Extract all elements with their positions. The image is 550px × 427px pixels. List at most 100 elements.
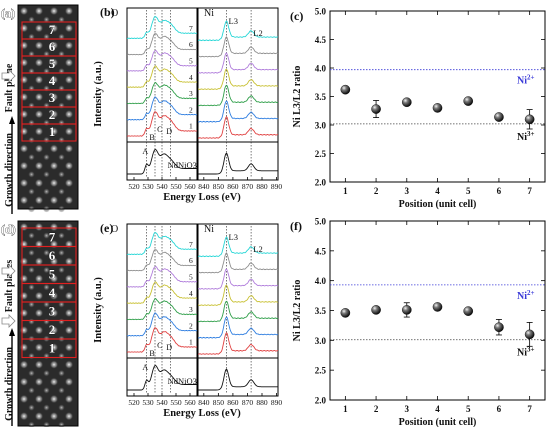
atom-column [27, 16, 36, 24]
atom-column [42, 16, 51, 24]
data-point [401, 97, 412, 107]
peak-label-c: C [157, 125, 162, 134]
o-tick-label: 560 [184, 398, 196, 407]
atom-column [49, 411, 59, 421]
atom-column [27, 300, 36, 308]
atom-column [49, 308, 59, 318]
ni-tick-label: 850 [213, 398, 225, 407]
atom-column [42, 136, 51, 144]
atom-column [19, 109, 29, 119]
atom-column [49, 75, 59, 85]
ni-edge-trace [197, 316, 279, 339]
atom-column [49, 126, 59, 136]
intensity-axis-label: Intensity (a.u.) [93, 277, 104, 343]
atom-column [27, 136, 36, 144]
atom-column [49, 360, 59, 369]
panel-label-a: (a) [1, 6, 15, 20]
atom-column [19, 394, 29, 404]
o-edge-trace [126, 327, 198, 353]
atom-column [57, 318, 66, 326]
atom-column [57, 16, 66, 24]
atom-column [34, 291, 44, 301]
atom-column [34, 411, 44, 421]
unit-cell-number: 1 [49, 340, 56, 355]
stem-image-panel-a: (a) 7 6 5 4 3 2 1 Fault plane Growth direction [1, 4, 79, 214]
ni-edge-trace [197, 268, 279, 290]
ni-tick-label: 870 [242, 398, 254, 407]
atom-column [19, 144, 29, 154]
atom-column [49, 343, 59, 352]
trace-number: 3 [189, 89, 193, 98]
atom-column [49, 274, 59, 283]
o-tick-label: 560 [184, 182, 196, 191]
atom-column [42, 232, 51, 240]
atom-column [27, 188, 36, 196]
trace-number: 1 [189, 122, 193, 131]
fault-plane-label: Fault plane [4, 63, 15, 112]
ni-tick-label: 840 [198, 398, 210, 407]
atom-column [19, 161, 29, 171]
ni-edge-title: Ni [204, 224, 214, 235]
ratio-chart-c: (c) Ni2+ Ni3+ 2.0 2.5 3.0 3.5 4.0 4.5 5.0 1 2 3 4 5 6 7 N… [290, 7, 546, 210]
atom-column [27, 352, 36, 360]
atom-column [49, 6, 59, 16]
unit-cell-number: 5 [49, 266, 56, 281]
atom-column [19, 411, 29, 421]
data-point [463, 306, 474, 316]
atom-column [42, 300, 51, 308]
atom-column [19, 222, 29, 232]
unit-cell-number: 4 [49, 285, 56, 300]
y-tick-label: 4.0 [315, 276, 327, 286]
atom-column [64, 411, 74, 421]
atom-column [42, 170, 51, 178]
ni-l3-label: L3 [229, 232, 238, 242]
ni-edge-trace [197, 332, 279, 355]
stem-image-frame [17, 220, 79, 427]
panel-label: (b) [100, 5, 115, 19]
o-tick-label: 530 [142, 182, 154, 191]
x-tick-label: 3 [405, 186, 410, 196]
atom-column [34, 178, 44, 188]
atom-column [49, 144, 59, 154]
ni-edge-trace [197, 52, 279, 74]
atom-column [19, 291, 29, 301]
atom-column [49, 92, 59, 102]
atom-column [49, 161, 59, 171]
x-axis-label: Position (unit cell) [399, 199, 477, 210]
atom-column [42, 318, 51, 326]
atom-column [19, 58, 29, 67]
atom-column [19, 325, 29, 335]
atom-column [19, 6, 29, 16]
x-tick-label: 2 [374, 186, 379, 196]
y-axis-label: Ni L3/L2 ratio [292, 280, 303, 342]
o-tick-label: 540 [156, 398, 168, 407]
y-tick-label: 4.5 [315, 35, 327, 45]
trace-number: 4 [189, 73, 193, 82]
ni-tick-label: 840 [198, 182, 210, 191]
panel-label: (c) [290, 9, 303, 23]
atom-column [64, 23, 74, 33]
ni3-label: Ni3+ [517, 130, 535, 143]
peak-label-b: B [149, 133, 154, 142]
reference-label: NdNiO3 [168, 160, 197, 170]
intensity-axis-label: Intensity (a.u.) [93, 61, 104, 127]
unit-cell-number: 2 [49, 322, 56, 337]
atom-column [57, 249, 66, 257]
peak-label-b: B [149, 349, 154, 358]
ni2-label: Ni2+ [517, 74, 535, 87]
row-1: (a) 7 6 5 4 3 2 1 Fault plane Growth direction… [1, 4, 546, 214]
x-tick-label: 5 [466, 404, 471, 414]
y-tick-label: 3.0 [315, 121, 327, 131]
o-edge-trace [126, 111, 198, 137]
atom-column [57, 188, 66, 196]
ni-edge-trace [197, 284, 278, 306]
atom-column [42, 266, 51, 274]
atom-column [19, 92, 29, 102]
data-point [371, 104, 381, 114]
atom-column [19, 239, 29, 249]
atom-column [49, 394, 59, 404]
y-tick-label: 4.5 [315, 246, 327, 256]
o-edge-trace [126, 298, 197, 321]
ni-l3-label: L3 [229, 16, 238, 26]
